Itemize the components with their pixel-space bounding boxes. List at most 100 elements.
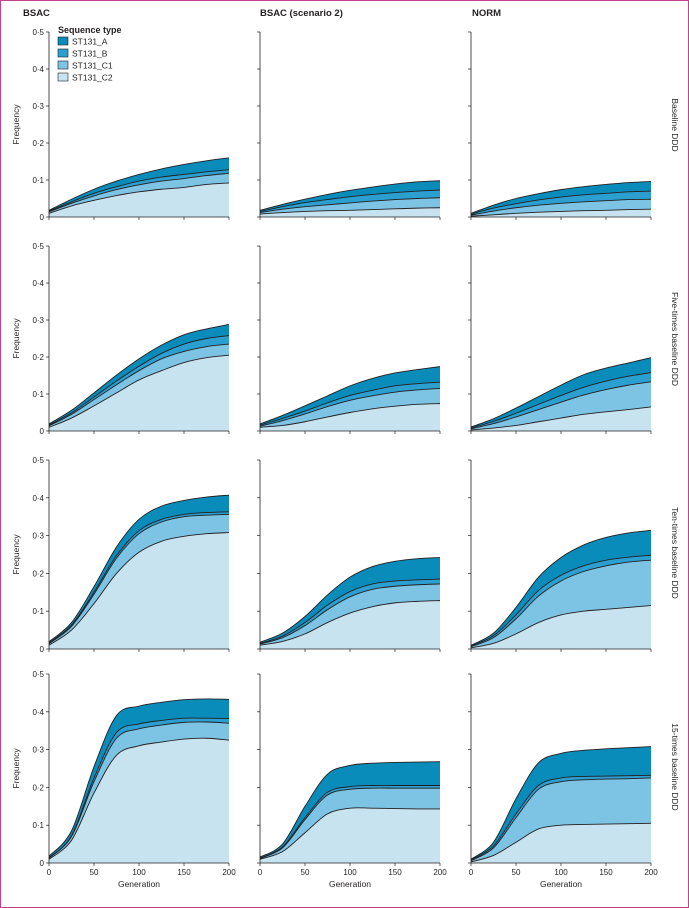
area-st131-c2	[471, 406, 651, 431]
line-st131-b	[259, 784, 440, 859]
row-label-baseline: Baseline DDD	[670, 98, 680, 151]
y-tick-label: 0	[40, 859, 45, 868]
y-tick-label: 0·1	[32, 821, 44, 830]
line-st131-b	[470, 190, 652, 215]
line-st131-c2	[259, 207, 441, 215]
x-tick-label: 200	[644, 868, 658, 877]
line-st131-c1	[470, 198, 652, 216]
area-st131-c1	[471, 381, 651, 430]
legend-item-st131-c2: ST131_C2	[57, 72, 113, 83]
line-st131-a	[48, 157, 230, 211]
legend-label-st131-a: ST131_A	[72, 37, 108, 47]
line-st131-a	[259, 557, 441, 643]
panel-ten-times-baseline-ddd-bsac-scenario-2	[257, 459, 441, 652]
line-st131-b	[48, 511, 230, 644]
area-st131-a	[49, 157, 229, 212]
area-st131-c2	[260, 403, 440, 431]
x-tick-label: 50	[512, 868, 521, 877]
y-tick-label: 0·4	[32, 279, 44, 288]
line-st131-b	[48, 717, 230, 859]
line-st131-b	[470, 774, 652, 861]
area-st131-c1	[260, 788, 440, 860]
legend-swatch-st131-b	[57, 48, 69, 58]
y-tick-label: 0·4	[32, 65, 44, 74]
legend-swatch-st131-a	[57, 36, 69, 46]
line-st131-b	[259, 189, 441, 212]
area-st131-a	[260, 180, 440, 212]
line-st131-a	[470, 357, 652, 428]
line-st131-b	[470, 554, 652, 647]
line-st131-c1	[259, 197, 441, 214]
y-tick-label: 0·1	[32, 390, 44, 399]
panel-five-times-baseline-ddd-bsac-scenario-2	[257, 245, 441, 434]
y-tick-label: 0·1	[32, 176, 44, 185]
line-st131-b	[259, 578, 441, 644]
panel-ten-times-baseline-ddd-norm	[468, 459, 652, 652]
y-tick-label: 0·4	[32, 494, 44, 503]
y-tick-label: 0·2	[32, 569, 44, 578]
y-axis-title: Frequency	[11, 534, 21, 575]
legend-swatch-st131-c1	[57, 60, 69, 70]
x-tick-label: 200	[433, 868, 447, 877]
area-st131-b	[49, 169, 229, 212]
x-tick-label: 150	[388, 868, 402, 877]
y-tick-label: 0	[40, 645, 45, 654]
area-st131-c2	[49, 738, 229, 863]
panel-15-times-baseline-ddd-bsac: 0 0·1 0·2 0·3 0·4 0·5 0 50 100 150 200 Frequency Gen…	[11, 670, 236, 889]
y-axis-title: Frequency	[11, 318, 21, 359]
x-tick-label: 0	[47, 868, 52, 877]
line-st131-c2	[48, 354, 230, 428]
line-st131-a	[470, 529, 652, 646]
y-tick-label: 0·5	[32, 456, 44, 465]
x-tick-label: 100	[343, 868, 357, 877]
x-axis-title: Generation	[118, 879, 160, 889]
area-st131-b	[260, 579, 440, 645]
area-st131-a	[471, 357, 651, 429]
line-st131-c2	[470, 208, 652, 217]
legend-label-st131-b: ST131_B	[72, 49, 108, 59]
line-st131-a	[259, 366, 441, 425]
y-tick-label: 0·3	[32, 532, 44, 541]
line-st131-a	[48, 323, 230, 425]
area-st131-c1	[49, 514, 229, 646]
row-label-ten-times: Ten-times baseline DDD	[670, 507, 680, 599]
x-tick-label: 150	[599, 868, 613, 877]
line-st131-b	[48, 169, 230, 212]
area-st131-c2	[260, 207, 440, 217]
legend-item-st131-b: ST131_B	[57, 48, 108, 59]
area-st131-c2	[49, 355, 229, 431]
column-title-bsac-scenario-2: BSAC (scenario 2)	[260, 8, 343, 19]
y-tick-label: 0·2	[32, 783, 44, 792]
x-tick-label: 150	[177, 868, 191, 877]
y-tick-label: 0	[40, 213, 45, 222]
line-st131-c2	[470, 822, 652, 863]
line-st131-a	[48, 494, 230, 643]
area-st131-c2	[260, 807, 440, 863]
y-tick-label: 0·5	[32, 28, 44, 37]
line-st131-c1	[470, 777, 652, 862]
legend-swatch-st131-c2	[57, 72, 69, 82]
line-st131-c1	[48, 343, 230, 427]
column-titles: BSAC BSAC (scenario 2) NORM	[23, 8, 501, 19]
area-st131-b	[471, 372, 651, 429]
line-st131-c1	[259, 388, 441, 427]
y-tick-label: 0·2	[32, 353, 44, 362]
line-st131-c1	[259, 787, 440, 859]
panel-15-times-baseline-ddd-norm: 0 50 100 150 200 Generation	[468, 673, 658, 889]
line-st131-b	[48, 335, 230, 426]
area-st131-b	[260, 189, 440, 213]
column-title-norm: NORM	[472, 8, 501, 19]
line-st131-c2	[470, 406, 652, 431]
line-st131-c1	[470, 381, 652, 430]
y-axis-title: Frequency	[11, 748, 21, 789]
x-tick-label: 100	[132, 868, 146, 877]
x-tick-label: 50	[90, 868, 99, 877]
legend-label-st131-c1: ST131_C1	[72, 61, 113, 71]
line-st131-c2	[470, 605, 652, 649]
area-st131-c2	[49, 532, 229, 649]
area-st131-c2	[471, 605, 651, 649]
x-tick-label: 0	[469, 868, 474, 877]
area-st131-c2	[49, 182, 229, 217]
y-tick-label: 0·4	[32, 708, 44, 717]
